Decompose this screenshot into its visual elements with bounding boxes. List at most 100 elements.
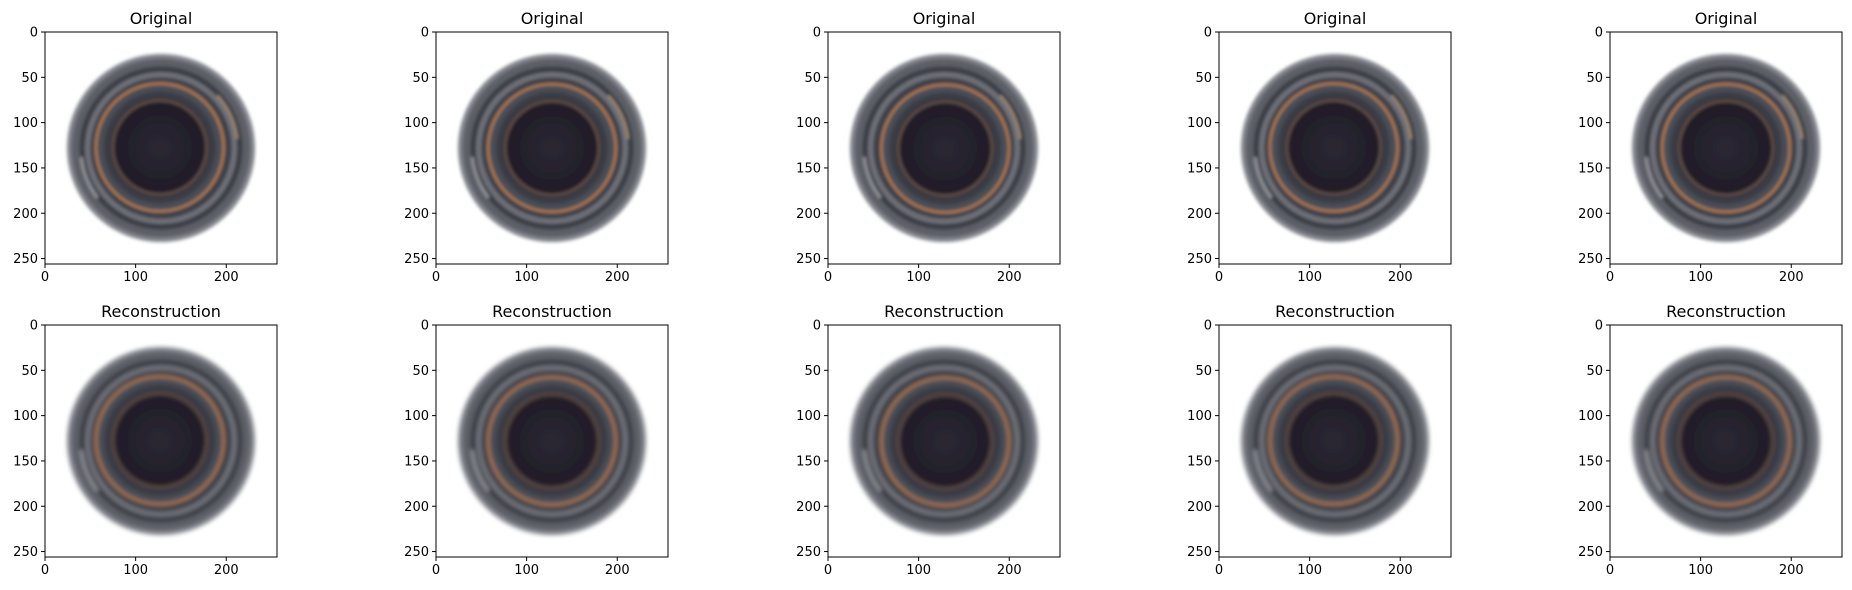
y-tick-label: 50 [412, 71, 429, 86]
y-tick-label: 150 [796, 454, 821, 469]
y-tick-label: 250 [1187, 545, 1212, 560]
y-tick-label: 0 [1204, 26, 1212, 41]
axes-frame [1218, 31, 1452, 265]
panel-title: Reconstruction [492, 302, 612, 321]
panel-title: Reconstruction [884, 302, 1004, 321]
x-tick-label: 100 [514, 270, 539, 285]
y-tick-label: 0 [1204, 319, 1212, 334]
x-tick-label: 100 [1297, 270, 1322, 285]
x-tick-label: 0 [824, 563, 832, 578]
axes-frame [435, 324, 669, 558]
panel-title: Reconstruction [101, 302, 221, 321]
x-tick-label: 100 [514, 563, 539, 578]
x-tick-label: 0 [824, 270, 832, 285]
y-tick-label: 50 [1586, 71, 1603, 86]
panel-original-2: Original 0 100 200 0 50 100 150 200 250 [404, 9, 669, 285]
lens-highlight [607, 94, 630, 140]
lens-image [1240, 53, 1430, 243]
panel-title: Original [521, 9, 584, 28]
panel-title: Original [913, 9, 976, 28]
y-tick-label: 200 [404, 500, 429, 515]
lens-image [457, 53, 647, 243]
y-tick-label: 200 [1187, 500, 1212, 515]
y-tick-label: 200 [796, 500, 821, 515]
y-tick-label: 100 [13, 116, 38, 131]
y-tick-label: 150 [1578, 454, 1603, 469]
lens-ring [1680, 102, 1772, 194]
lens-ring [114, 395, 206, 486]
lens-image [1240, 346, 1430, 536]
y-tick-label: 250 [1578, 545, 1603, 560]
y-tick-label: 100 [13, 409, 38, 424]
y-tick-label: 0 [813, 26, 821, 41]
y-tick-label: 250 [404, 252, 429, 267]
y-tick-label: 0 [813, 319, 821, 334]
y-tick-label: 0 [30, 26, 38, 41]
y-tick-label: 50 [412, 364, 429, 379]
y-tick-label: 150 [796, 161, 821, 176]
y-tick-label: 150 [1187, 161, 1212, 176]
x-tick-label: 200 [1388, 270, 1413, 285]
lens-ring [114, 102, 206, 193]
y-tick-label: 150 [13, 161, 38, 176]
axes-frame [44, 324, 278, 558]
lens-highlight [862, 449, 882, 492]
y-tick-label: 100 [404, 116, 429, 131]
lens-highlight [79, 156, 99, 199]
lens-image [66, 53, 256, 243]
y-tick-label: 50 [804, 71, 821, 86]
panel-original-4: Original 0 100 200 0 50 100 150 200 250 [1187, 9, 1452, 285]
y-tick-label: 150 [1187, 454, 1212, 469]
x-tick-label: 200 [605, 563, 630, 578]
lens-highlight [1253, 156, 1273, 199]
y-tick-label: 0 [1595, 319, 1603, 334]
lens-highlight [1253, 449, 1273, 492]
y-tick-label: 150 [404, 161, 429, 176]
lens-image [1631, 346, 1821, 536]
y-tick-label: 100 [1187, 409, 1212, 424]
lens-highlight [1644, 449, 1664, 492]
x-tick-label: 100 [906, 270, 931, 285]
axes-frame [827, 324, 1061, 558]
panel-original-3: Original 0 100 200 0 50 100 150 200 250 [796, 9, 1061, 285]
panel-title: Original [130, 9, 193, 28]
panel-reconstruction-3: Reconstruction 0 100 200 0 50 100 150 200 250 [796, 302, 1061, 578]
y-tick-label: 250 [796, 545, 821, 560]
panel-reconstruction-2: Reconstruction 0 100 200 0 50 100 150 200 250 [404, 302, 669, 578]
y-tick-label: 0 [1595, 26, 1603, 41]
lens-ring [899, 396, 991, 487]
lens-highlight [216, 94, 239, 140]
y-tick-label: 100 [1578, 409, 1603, 424]
x-tick-label: 100 [906, 563, 931, 578]
lens-ring [1680, 395, 1772, 487]
y-tick-label: 100 [1187, 116, 1212, 131]
y-tick-label: 250 [13, 252, 38, 267]
panels-layer: Original 0 100 200 0 50 100 150 200 250 Original 0 1… [13, 9, 1843, 578]
y-tick-label: 200 [1578, 207, 1603, 222]
y-tick-label: 200 [404, 207, 429, 222]
lens-image [457, 346, 647, 536]
panel-title: Original [1695, 9, 1758, 28]
lens-highlight [1390, 94, 1413, 140]
y-tick-label: 100 [796, 409, 821, 424]
y-tick-label: 250 [404, 545, 429, 560]
x-tick-label: 200 [997, 270, 1022, 285]
x-tick-label: 100 [1297, 563, 1322, 578]
axes-frame [1609, 31, 1843, 265]
y-tick-label: 250 [13, 545, 38, 560]
lens-highlight [1644, 156, 1664, 199]
lens-image [66, 346, 256, 536]
y-tick-label: 200 [796, 207, 821, 222]
x-tick-label: 0 [1606, 270, 1614, 285]
lens-highlight [999, 94, 1022, 140]
y-tick-label: 0 [421, 26, 429, 41]
lens-ring [506, 395, 598, 487]
y-tick-label: 50 [21, 71, 38, 86]
lens-image [1631, 53, 1821, 243]
lens-ring [506, 102, 598, 194]
x-tick-label: 0 [41, 563, 49, 578]
x-tick-label: 0 [1215, 270, 1223, 285]
y-tick-label: 50 [21, 364, 38, 379]
y-tick-label: 100 [404, 409, 429, 424]
y-tick-label: 0 [30, 319, 38, 334]
